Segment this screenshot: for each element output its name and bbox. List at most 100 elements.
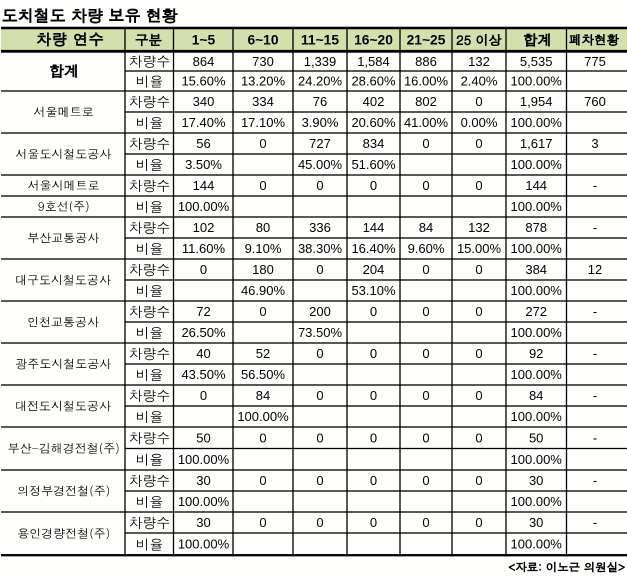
svg-text:100.00%: 100.00% <box>178 199 230 214</box>
svg-text:-: - <box>593 515 597 530</box>
svg-text:0.00%: 0.00% <box>461 115 498 130</box>
svg-text:100.00%: 100.00% <box>511 494 563 509</box>
svg-text:100.00%: 100.00% <box>511 157 563 172</box>
svg-text:144: 144 <box>363 220 385 235</box>
svg-text:0: 0 <box>370 178 377 193</box>
svg-text:56.50%: 56.50% <box>241 367 286 382</box>
svg-text:84: 84 <box>529 388 543 403</box>
svg-text:802: 802 <box>415 94 437 109</box>
svg-text:43.50%: 43.50% <box>181 367 226 382</box>
svg-text:0: 0 <box>370 388 377 403</box>
svg-text:100.00%: 100.00% <box>511 409 563 424</box>
svg-text:727: 727 <box>309 136 331 151</box>
svg-text:100.00%: 100.00% <box>178 537 230 552</box>
svg-text:30: 30 <box>196 473 210 488</box>
svg-text:26.50%: 26.50% <box>181 325 226 340</box>
svg-text:84: 84 <box>256 388 270 403</box>
svg-text:38.30%: 38.30% <box>298 241 343 256</box>
svg-text:45.00%: 45.00% <box>298 157 343 172</box>
svg-text:51.60%: 51.60% <box>351 157 396 172</box>
svg-text:76: 76 <box>313 94 327 109</box>
svg-text:0: 0 <box>422 388 429 403</box>
svg-text:1,954: 1,954 <box>520 94 553 109</box>
svg-text:200: 200 <box>309 304 331 319</box>
svg-text:0: 0 <box>475 515 482 530</box>
svg-text:100.00%: 100.00% <box>511 367 563 382</box>
svg-text:-: - <box>593 220 597 235</box>
svg-text:775: 775 <box>584 54 606 69</box>
svg-text:0: 0 <box>316 515 323 530</box>
svg-text:0: 0 <box>475 178 482 193</box>
svg-text:11~15: 11~15 <box>301 33 339 48</box>
svg-text:30: 30 <box>529 515 543 530</box>
svg-text:3.50%: 3.50% <box>185 157 222 172</box>
svg-text:1,339: 1,339 <box>304 54 337 69</box>
svg-text:41.00%: 41.00% <box>404 115 449 130</box>
svg-text:0: 0 <box>422 430 429 445</box>
svg-text:5,535: 5,535 <box>520 54 553 69</box>
svg-text:0: 0 <box>422 136 429 151</box>
svg-text:72: 72 <box>196 304 210 319</box>
svg-text:50: 50 <box>529 430 543 445</box>
svg-text:46.90%: 46.90% <box>241 283 286 298</box>
svg-text:73.50%: 73.50% <box>298 325 343 340</box>
svg-text:336: 336 <box>309 220 331 235</box>
svg-text:20.60%: 20.60% <box>351 115 396 130</box>
svg-text:384: 384 <box>525 262 547 277</box>
svg-text:0: 0 <box>370 304 377 319</box>
svg-text:144: 144 <box>525 178 547 193</box>
svg-text:1~5: 1~5 <box>192 33 216 48</box>
svg-text:0: 0 <box>259 430 266 445</box>
svg-text:0: 0 <box>422 346 429 361</box>
svg-text:0: 0 <box>422 473 429 488</box>
svg-text:180: 180 <box>252 262 274 277</box>
svg-text:100.00%: 100.00% <box>511 74 563 89</box>
svg-text:102: 102 <box>193 220 215 235</box>
svg-text:52: 52 <box>256 346 270 361</box>
svg-text:0: 0 <box>316 178 323 193</box>
svg-text:0: 0 <box>316 473 323 488</box>
svg-text:0: 0 <box>475 94 482 109</box>
svg-text:886: 886 <box>415 54 437 69</box>
svg-text:24.20%: 24.20% <box>298 74 343 89</box>
svg-text:0: 0 <box>259 136 266 151</box>
svg-text:-: - <box>593 346 597 361</box>
svg-text:0: 0 <box>259 178 266 193</box>
svg-text:0: 0 <box>422 178 429 193</box>
svg-text:-: - <box>593 388 597 403</box>
svg-text:1,617: 1,617 <box>520 136 553 151</box>
svg-text:16.00%: 16.00% <box>404 74 449 89</box>
svg-text:56: 56 <box>196 136 210 151</box>
svg-text:13.20%: 13.20% <box>241 74 286 89</box>
svg-text:204: 204 <box>363 262 385 277</box>
svg-text:0: 0 <box>200 262 207 277</box>
svg-text:0: 0 <box>422 304 429 319</box>
svg-text:100.00%: 100.00% <box>511 452 563 467</box>
svg-text:0: 0 <box>475 346 482 361</box>
svg-text:100.00%: 100.00% <box>178 452 230 467</box>
svg-text:1,584: 1,584 <box>357 54 390 69</box>
svg-text:100.00%: 100.00% <box>511 115 563 130</box>
svg-text:0: 0 <box>475 304 482 319</box>
svg-text:53.10%: 53.10% <box>351 283 396 298</box>
svg-text:0: 0 <box>370 473 377 488</box>
svg-text:0: 0 <box>259 304 266 319</box>
svg-text:0: 0 <box>316 430 323 445</box>
svg-text:100.00%: 100.00% <box>237 409 289 424</box>
svg-text:0: 0 <box>475 430 482 445</box>
svg-text:16.40%: 16.40% <box>351 241 396 256</box>
svg-text:730: 730 <box>252 54 274 69</box>
svg-text:0: 0 <box>316 262 323 277</box>
svg-text:17.40%: 17.40% <box>181 115 226 130</box>
svg-text:0: 0 <box>370 346 377 361</box>
svg-text:100.00%: 100.00% <box>511 283 563 298</box>
svg-text:144: 144 <box>193 178 215 193</box>
svg-text:6~10: 6~10 <box>247 33 278 48</box>
svg-text:3: 3 <box>591 136 598 151</box>
svg-text:0: 0 <box>316 388 323 403</box>
svg-text:15.60%: 15.60% <box>181 74 226 89</box>
svg-text:864: 864 <box>193 54 215 69</box>
svg-text:9.10%: 9.10% <box>245 241 282 256</box>
svg-text:-: - <box>593 304 597 319</box>
svg-text:0: 0 <box>370 515 377 530</box>
